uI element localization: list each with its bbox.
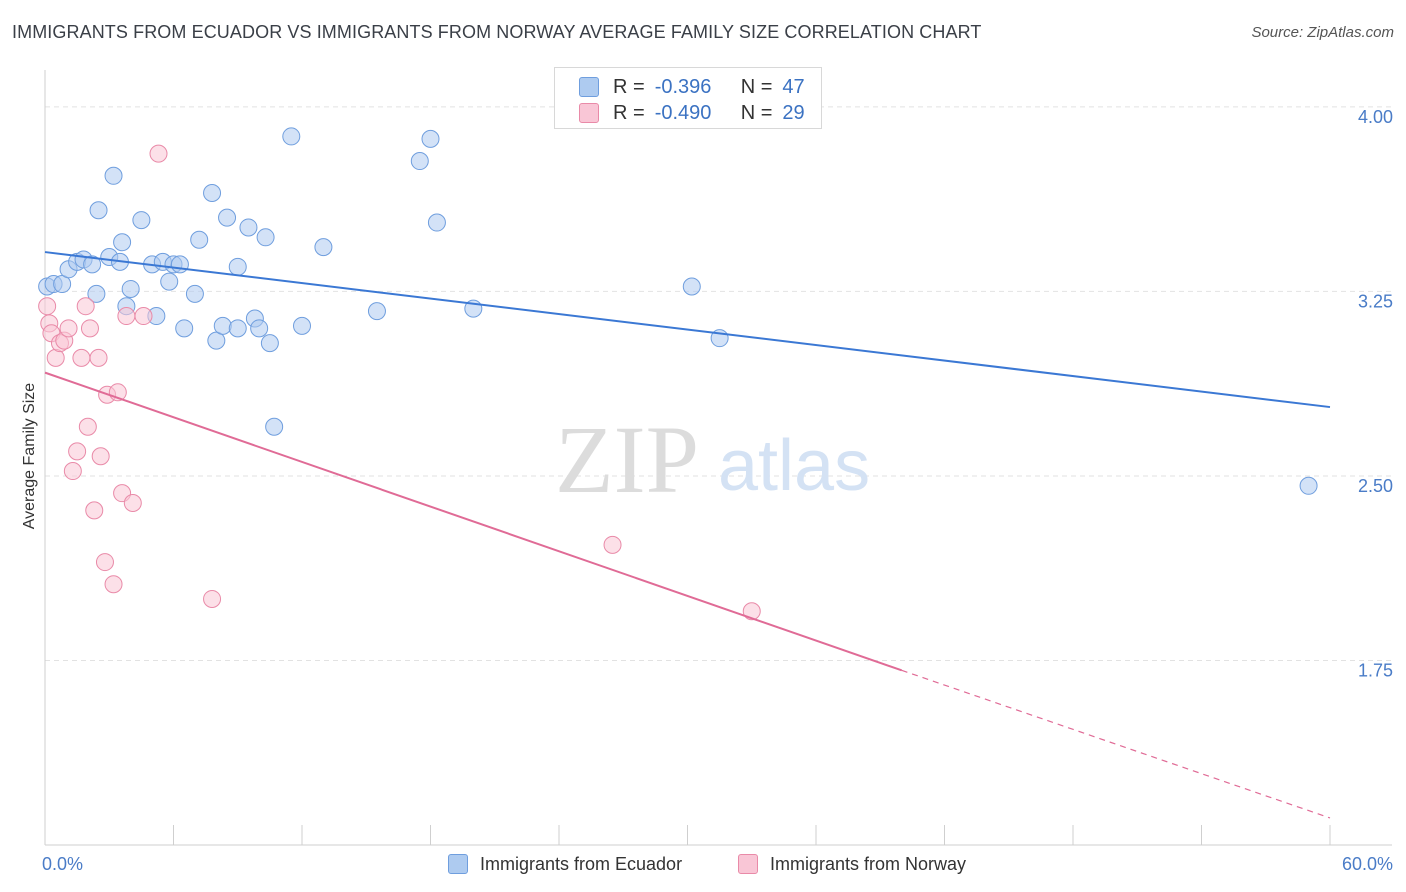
data-points [38, 127, 1318, 621]
data-point-norway [742, 602, 761, 621]
data-point-ecuador [367, 302, 386, 321]
watermark-zip: ZIP [555, 406, 699, 513]
data-point-norway [203, 589, 222, 608]
watermark-atlas: atlas [718, 426, 870, 506]
data-point-ecuador [132, 211, 151, 230]
data-point-norway [63, 462, 82, 481]
legend-r-value-norway: -0.490 [654, 101, 712, 124]
data-point-ecuador [427, 213, 446, 232]
legend-row-norway: R = -0.490 N = 29 [579, 100, 805, 126]
data-point-ecuador [83, 255, 102, 274]
y-axis-label: Average Family Size [21, 383, 38, 530]
series-legend-norway: Immigrants from Norway [738, 851, 966, 877]
data-point-norway [59, 319, 78, 338]
data-point-ecuador [282, 127, 301, 146]
x-tick-label-min: 0.0% [42, 854, 83, 874]
data-point-ecuador [260, 334, 279, 353]
y-tick-label: 4.00 [1358, 107, 1393, 127]
data-point-norway [603, 535, 622, 554]
data-point-norway [123, 494, 142, 513]
data-point-norway [149, 144, 168, 163]
data-point-norway [89, 348, 108, 367]
data-point-ecuador [170, 255, 189, 274]
trend-lines [44, 251, 1331, 819]
data-point-norway [80, 319, 99, 338]
x-tick-label-max: 60.0% [1342, 854, 1393, 874]
data-point-ecuador [175, 319, 194, 338]
data-point-norway [78, 417, 97, 436]
data-point-norway [91, 447, 110, 466]
data-point-ecuador [203, 184, 222, 203]
data-point-ecuador [213, 316, 232, 335]
data-point-ecuador [218, 208, 237, 227]
data-point-norway [95, 553, 114, 572]
data-point-norway [38, 297, 57, 316]
series-name-ecuador: Immigrants from Ecuador [480, 853, 683, 874]
data-point-ecuador [104, 166, 123, 185]
series-swatch-norway [738, 854, 758, 874]
data-point-ecuador [1299, 476, 1318, 495]
data-point-norway [117, 307, 136, 326]
correlation-legend: R = -0.396 N = 47 R = -0.490 N = 29 [554, 67, 822, 129]
data-point-ecuador [113, 233, 132, 252]
legend-r-label: R = [613, 75, 645, 98]
data-point-norway [72, 348, 91, 367]
legend-swatch-norway [579, 103, 599, 123]
tick-labels: 4.00 3.25 2.50 1.75 0.0% 60.0% [42, 107, 1393, 874]
data-point-norway [104, 575, 123, 594]
legend-n-label: N = [740, 101, 773, 124]
axes [44, 70, 1392, 846]
data-point-ecuador [682, 277, 701, 296]
legend-row-ecuador: R = -0.396 N = 47 [579, 74, 805, 100]
data-point-ecuador [250, 319, 269, 338]
data-point-norway [76, 297, 95, 316]
data-point-norway [85, 501, 104, 520]
data-point-ecuador [228, 257, 247, 276]
data-point-ecuador [256, 228, 275, 247]
y-tick-label: 2.50 [1358, 476, 1393, 496]
grid-lines [45, 106, 1392, 661]
data-point-ecuador [185, 284, 204, 303]
legend-n-value-ecuador: 47 [782, 75, 805, 98]
series-swatch-ecuador [448, 854, 468, 874]
data-point-norway [134, 307, 153, 326]
legend-n-label: N = [740, 75, 773, 98]
y-tick-label: 3.25 [1358, 291, 1393, 311]
data-point-ecuador [87, 284, 106, 303]
series-name-norway: Immigrants from Norway [770, 853, 967, 874]
data-point-ecuador [293, 316, 311, 335]
legend-swatch-ecuador [579, 77, 599, 97]
chart-title: IMMIGRANTS FROM ECUADOR VS IMMIGRANTS FR… [12, 22, 982, 42]
data-point-ecuador [228, 319, 247, 338]
data-point-ecuador [121, 279, 140, 298]
series-legend-ecuador: Immigrants from Ecuador [448, 851, 682, 877]
legend-r-value-ecuador: -0.396 [654, 75, 712, 98]
source-credit: Source: ZipAtlas.com [1251, 24, 1394, 41]
legend-r-label: R = [613, 101, 645, 124]
data-point-ecuador [410, 152, 429, 171]
data-point-ecuador [421, 129, 440, 148]
trend-line-ecuador [44, 251, 1331, 409]
trend-line-extension-norway [901, 669, 1331, 819]
data-point-ecuador [190, 230, 209, 249]
y-tick-label: 1.75 [1358, 660, 1393, 680]
data-point-ecuador [265, 417, 284, 436]
data-point-norway [68, 442, 87, 461]
data-point-ecuador [160, 272, 179, 291]
data-point-ecuador [314, 238, 333, 257]
data-point-ecuador [89, 201, 108, 220]
legend-n-value-norway: 29 [782, 101, 805, 124]
trend-line-norway [44, 371, 902, 672]
data-point-ecuador [239, 218, 258, 237]
